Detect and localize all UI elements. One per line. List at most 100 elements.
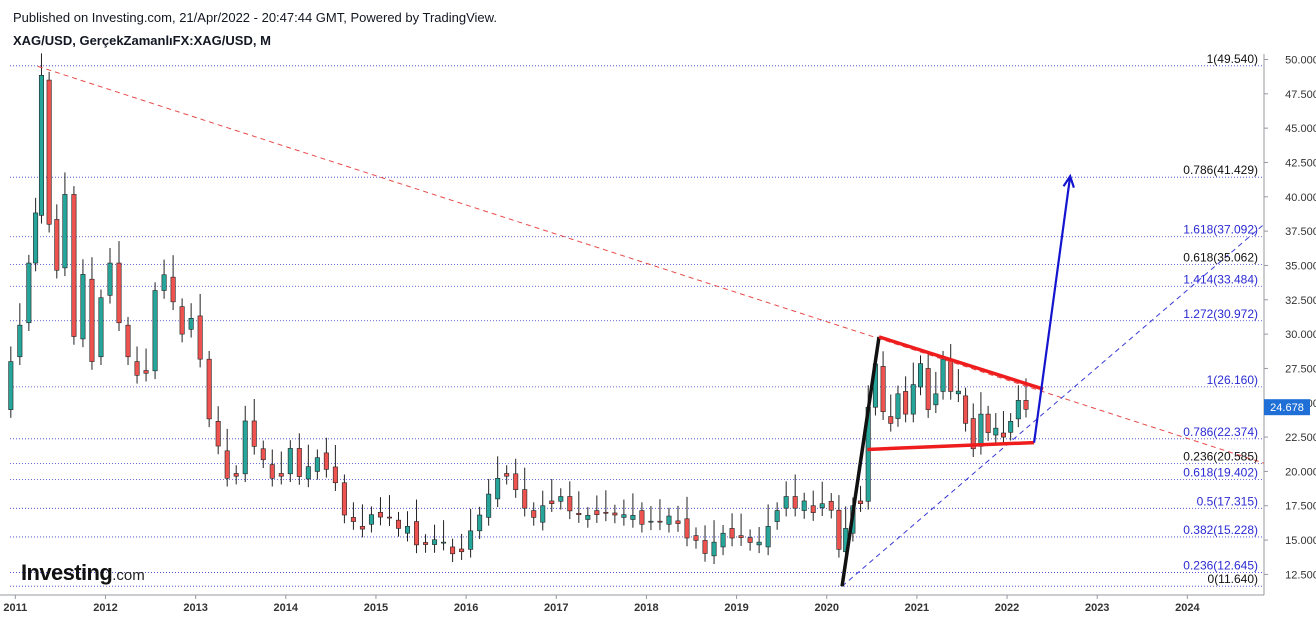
candle-down <box>522 489 528 509</box>
triangle-upper-line <box>878 335 1044 391</box>
candle-down <box>729 528 735 539</box>
time-tick-label: 2021 <box>905 602 929 614</box>
logo-brand: Investing <box>21 560 113 585</box>
candle-down <box>125 324 131 358</box>
investing-logo: Investing.com <box>21 560 145 586</box>
candle-up <box>630 515 636 520</box>
trendline-blue-dashed <box>841 223 1265 587</box>
candle-up <box>765 526 771 548</box>
candle-up <box>405 526 411 534</box>
candle-down <box>1023 400 1029 410</box>
candle-down <box>549 500 555 504</box>
fib-level-label: 0.5(17.315) <box>1197 494 1258 508</box>
candle-up <box>80 274 86 340</box>
candle-up <box>774 510 780 522</box>
candle-down <box>738 535 744 538</box>
impulse-black-line <box>840 336 881 587</box>
fib-labels-layer: 1(49.540) 0.786(41.429) 0.618(35.062) 0.236… <box>1183 52 1258 586</box>
candle-down <box>675 520 681 524</box>
candle-up <box>955 390 961 395</box>
candle-down <box>134 361 140 376</box>
candle-up <box>918 363 924 388</box>
candle-up <box>910 384 916 415</box>
price-tick-label: 35.000 <box>1285 260 1316 272</box>
time-tick-label: 2013 <box>183 602 207 614</box>
price-tick-label: 37.500 <box>1285 226 1316 238</box>
candle-up <box>666 515 672 525</box>
candle-down <box>657 520 663 523</box>
candle-up <box>756 541 762 546</box>
triangle-lower-line <box>867 440 1035 452</box>
candle-down <box>531 510 537 518</box>
candle-down <box>888 416 894 424</box>
candle-up <box>441 541 447 544</box>
fib-level-label: 0.786(22.374) <box>1183 425 1258 439</box>
candle-up <box>621 514 627 518</box>
published-caption: Published on Investing.com, 21/Apr/2022 … <box>13 10 497 25</box>
candle-down <box>179 306 185 335</box>
candle-up <box>8 361 14 410</box>
candle-down <box>116 262 122 324</box>
candle-down <box>702 540 708 554</box>
candle-down <box>414 521 420 546</box>
candle-down <box>377 511 383 518</box>
candle-up <box>933 393 939 406</box>
candle-down <box>985 413 991 433</box>
candle-down <box>576 513 582 515</box>
symbol-title: XAG/USD, GerçekZamanlıFX:XAG/USD, M <box>13 33 271 48</box>
candle-down <box>858 500 864 504</box>
candle-down <box>54 219 60 271</box>
candle-down <box>350 517 356 522</box>
candle-down <box>224 450 230 479</box>
candle-up <box>26 262 32 324</box>
time-tick-label: 2023 <box>1085 602 1109 614</box>
price-tick-label: 50.000 <box>1285 54 1316 66</box>
candle-up <box>188 318 194 330</box>
candle-up <box>1015 400 1021 420</box>
candle-up <box>720 532 726 548</box>
price-tick-label: 30.000 <box>1285 329 1316 341</box>
candle-down <box>359 526 365 530</box>
candle-down <box>948 358 954 392</box>
candle-up <box>368 514 374 525</box>
candle-up <box>242 420 248 475</box>
time-tick-label: 2017 <box>544 602 568 614</box>
time-tick-label: 2014 <box>274 602 299 614</box>
candle-up <box>585 515 591 520</box>
fib-level-label: 0.786(41.429) <box>1183 163 1258 177</box>
candle-down <box>693 535 699 541</box>
candle-down <box>269 464 275 479</box>
price-tick-label: 12.500 <box>1285 569 1316 581</box>
price-tick-label: 45.000 <box>1285 123 1316 135</box>
candle-up <box>432 539 438 545</box>
candle-up <box>819 503 825 509</box>
candle-down <box>296 448 302 477</box>
candle-down <box>170 276 176 303</box>
candle-up <box>940 358 946 392</box>
price-tick-label: 40.000 <box>1285 192 1316 204</box>
candle-down <box>504 473 510 477</box>
candle-up <box>17 324 23 358</box>
candle-down <box>747 537 753 543</box>
price-axis: 12.50015.00017.50020.00022.50025.00027.5… <box>1264 54 1316 581</box>
candle-down <box>71 194 77 337</box>
candle-down <box>963 395 969 424</box>
time-axis: 2011 2012 2013 2014 2015 2016 2017 2018 2019 2020… <box>3 595 1200 614</box>
candle-up <box>38 74 44 216</box>
time-tick-label: 2020 <box>814 602 838 614</box>
drawings-layer <box>37 65 1265 587</box>
fib-level-label: 0.236(12.645) <box>1183 558 1258 572</box>
last-price-label: 24.678 <box>1270 402 1304 414</box>
candles-layer <box>8 53 1029 565</box>
candle-down <box>197 315 203 360</box>
candle-down <box>450 546 456 555</box>
time-tick-label: 2024 <box>1175 602 1200 614</box>
price-tick-label: 27.500 <box>1285 363 1316 375</box>
candle-down <box>143 370 149 374</box>
candle-up <box>305 466 311 480</box>
candle-up <box>314 457 320 472</box>
fib-level-label: 1.618(37.092) <box>1183 223 1258 237</box>
candle-up <box>486 493 492 518</box>
candle-up <box>978 413 984 447</box>
candle-down <box>612 512 618 516</box>
